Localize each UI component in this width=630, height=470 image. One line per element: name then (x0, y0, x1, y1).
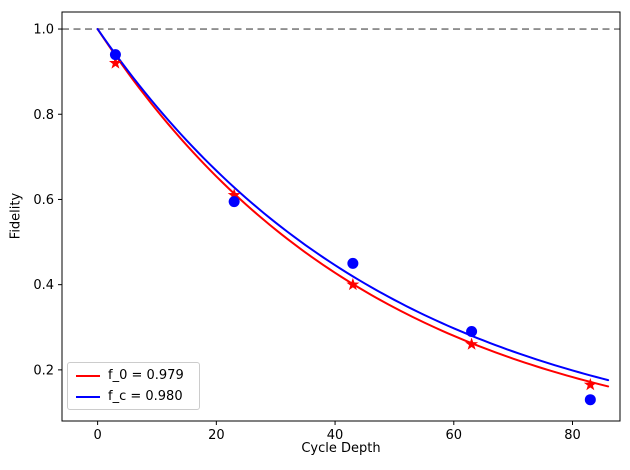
legend-label-f0: f_0 = 0.979 (108, 368, 184, 383)
data-point-star (346, 277, 360, 291)
y-tick-label: 0.6 (33, 193, 54, 208)
y-tick-label: 1.0 (33, 23, 54, 38)
fit-curve-red (96, 28, 610, 388)
data-point-star (108, 56, 122, 69)
plot-border (61, 11, 621, 422)
legend-line-blue (76, 395, 100, 398)
legend-entry-fc: f_c = 0.980 (76, 389, 189, 404)
data-point-star (227, 188, 241, 201)
legend-label-fc: f_c = 0.980 (108, 389, 183, 404)
x-tick-label: 0 (93, 428, 101, 443)
data-point-circle (109, 49, 121, 61)
data-point-circle (584, 394, 596, 406)
data-point-circle (466, 326, 478, 338)
y-axis-label: Fidelity (8, 192, 24, 240)
legend-line-red (76, 374, 100, 377)
data-point-circle (347, 257, 359, 269)
data-point-circle (228, 196, 240, 208)
data-point-star (465, 337, 479, 350)
data-point-star (583, 377, 597, 391)
x-tick-label: 20 (208, 428, 225, 443)
legend: f_0 = 0.979 f_c = 0.980 (67, 362, 200, 410)
y-tick-label: 0.4 (33, 278, 54, 293)
x-tick-label: 60 (446, 428, 463, 443)
y-tick-label: 0.2 (33, 363, 54, 378)
legend-entry-f0: f_0 = 0.979 (76, 368, 189, 383)
x-tick-label: 40 (327, 428, 344, 443)
fit-curve-blue (96, 28, 610, 382)
x-axis-label: Cycle Depth (301, 441, 381, 456)
y-tick-label: 0.8 (33, 108, 54, 123)
x-tick-label: 80 (564, 428, 581, 443)
